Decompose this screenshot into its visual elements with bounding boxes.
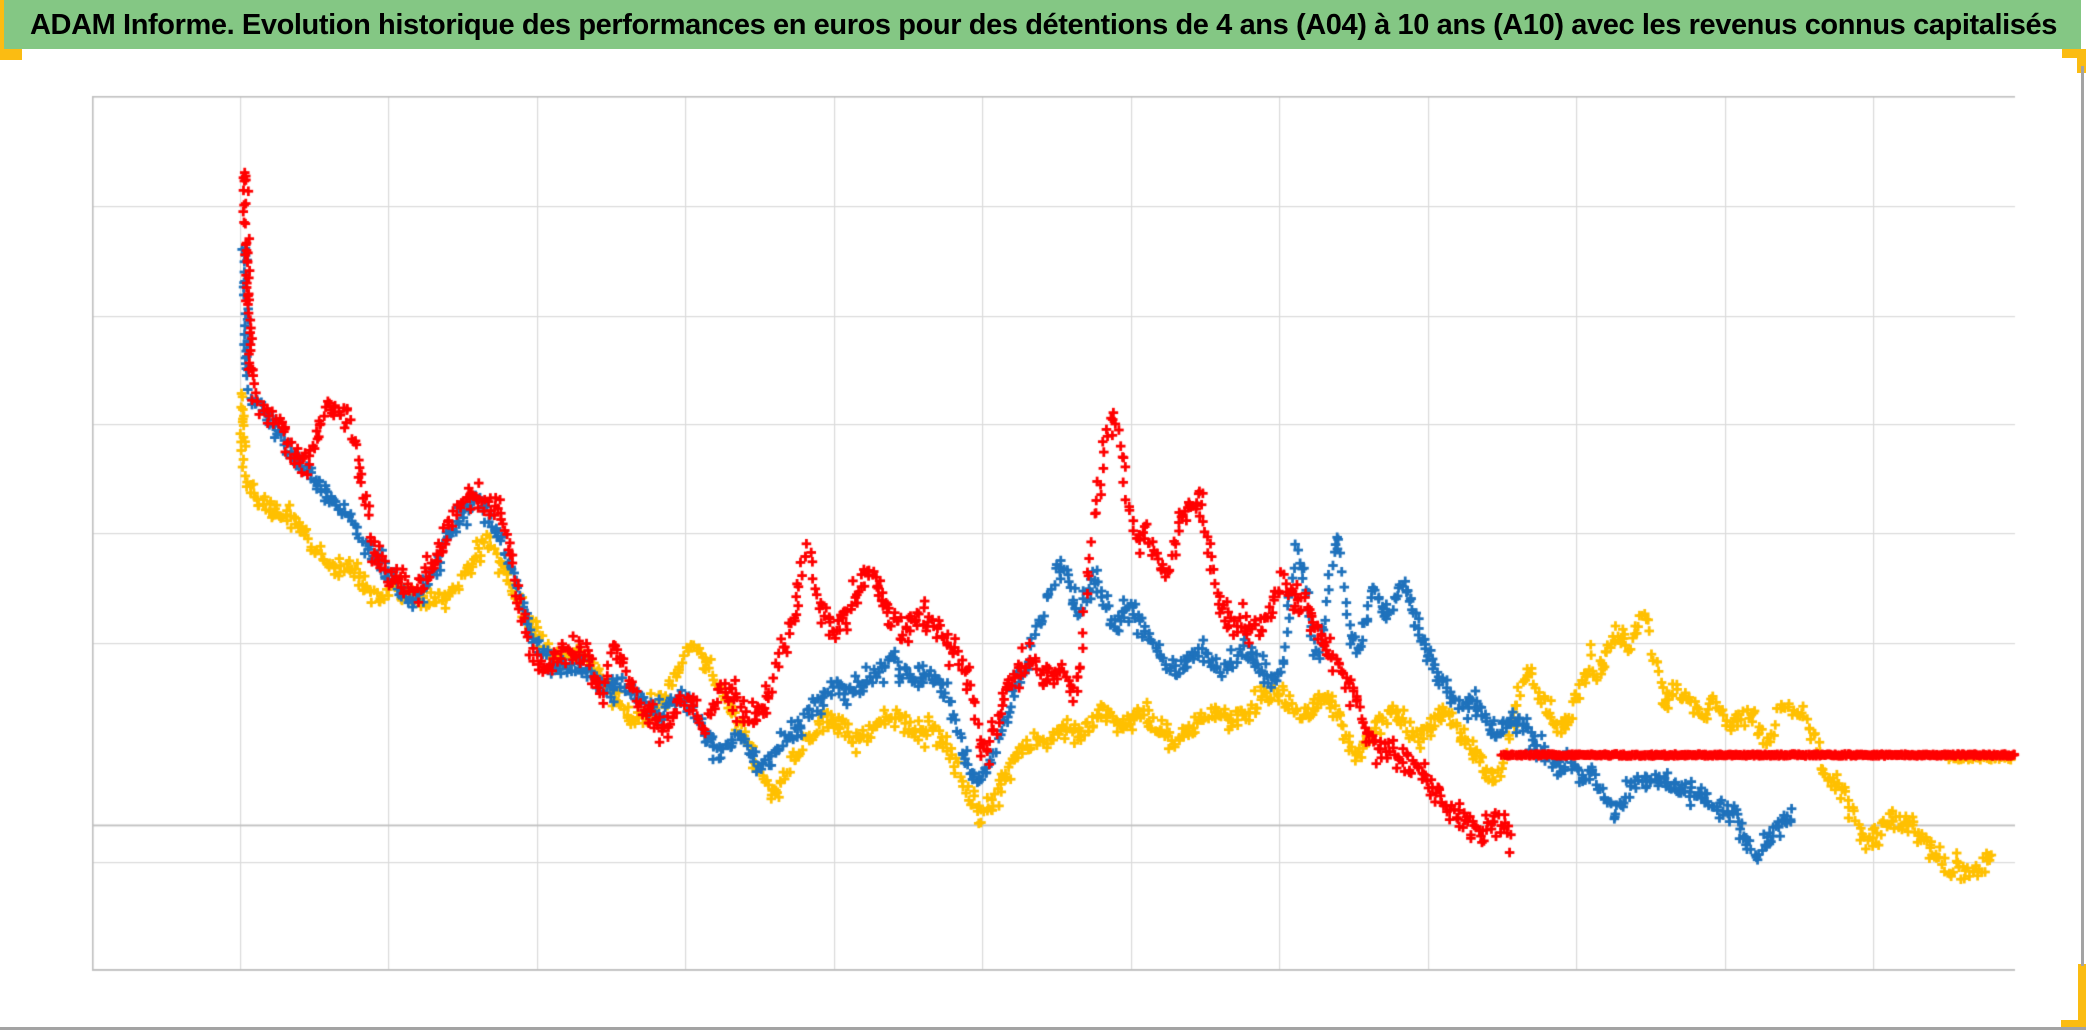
performance-scatter-chart: [0, 0, 2086, 1031]
spreadsheet-page: ADAM Informe. Evolution historique des p…: [0, 0, 2086, 1031]
